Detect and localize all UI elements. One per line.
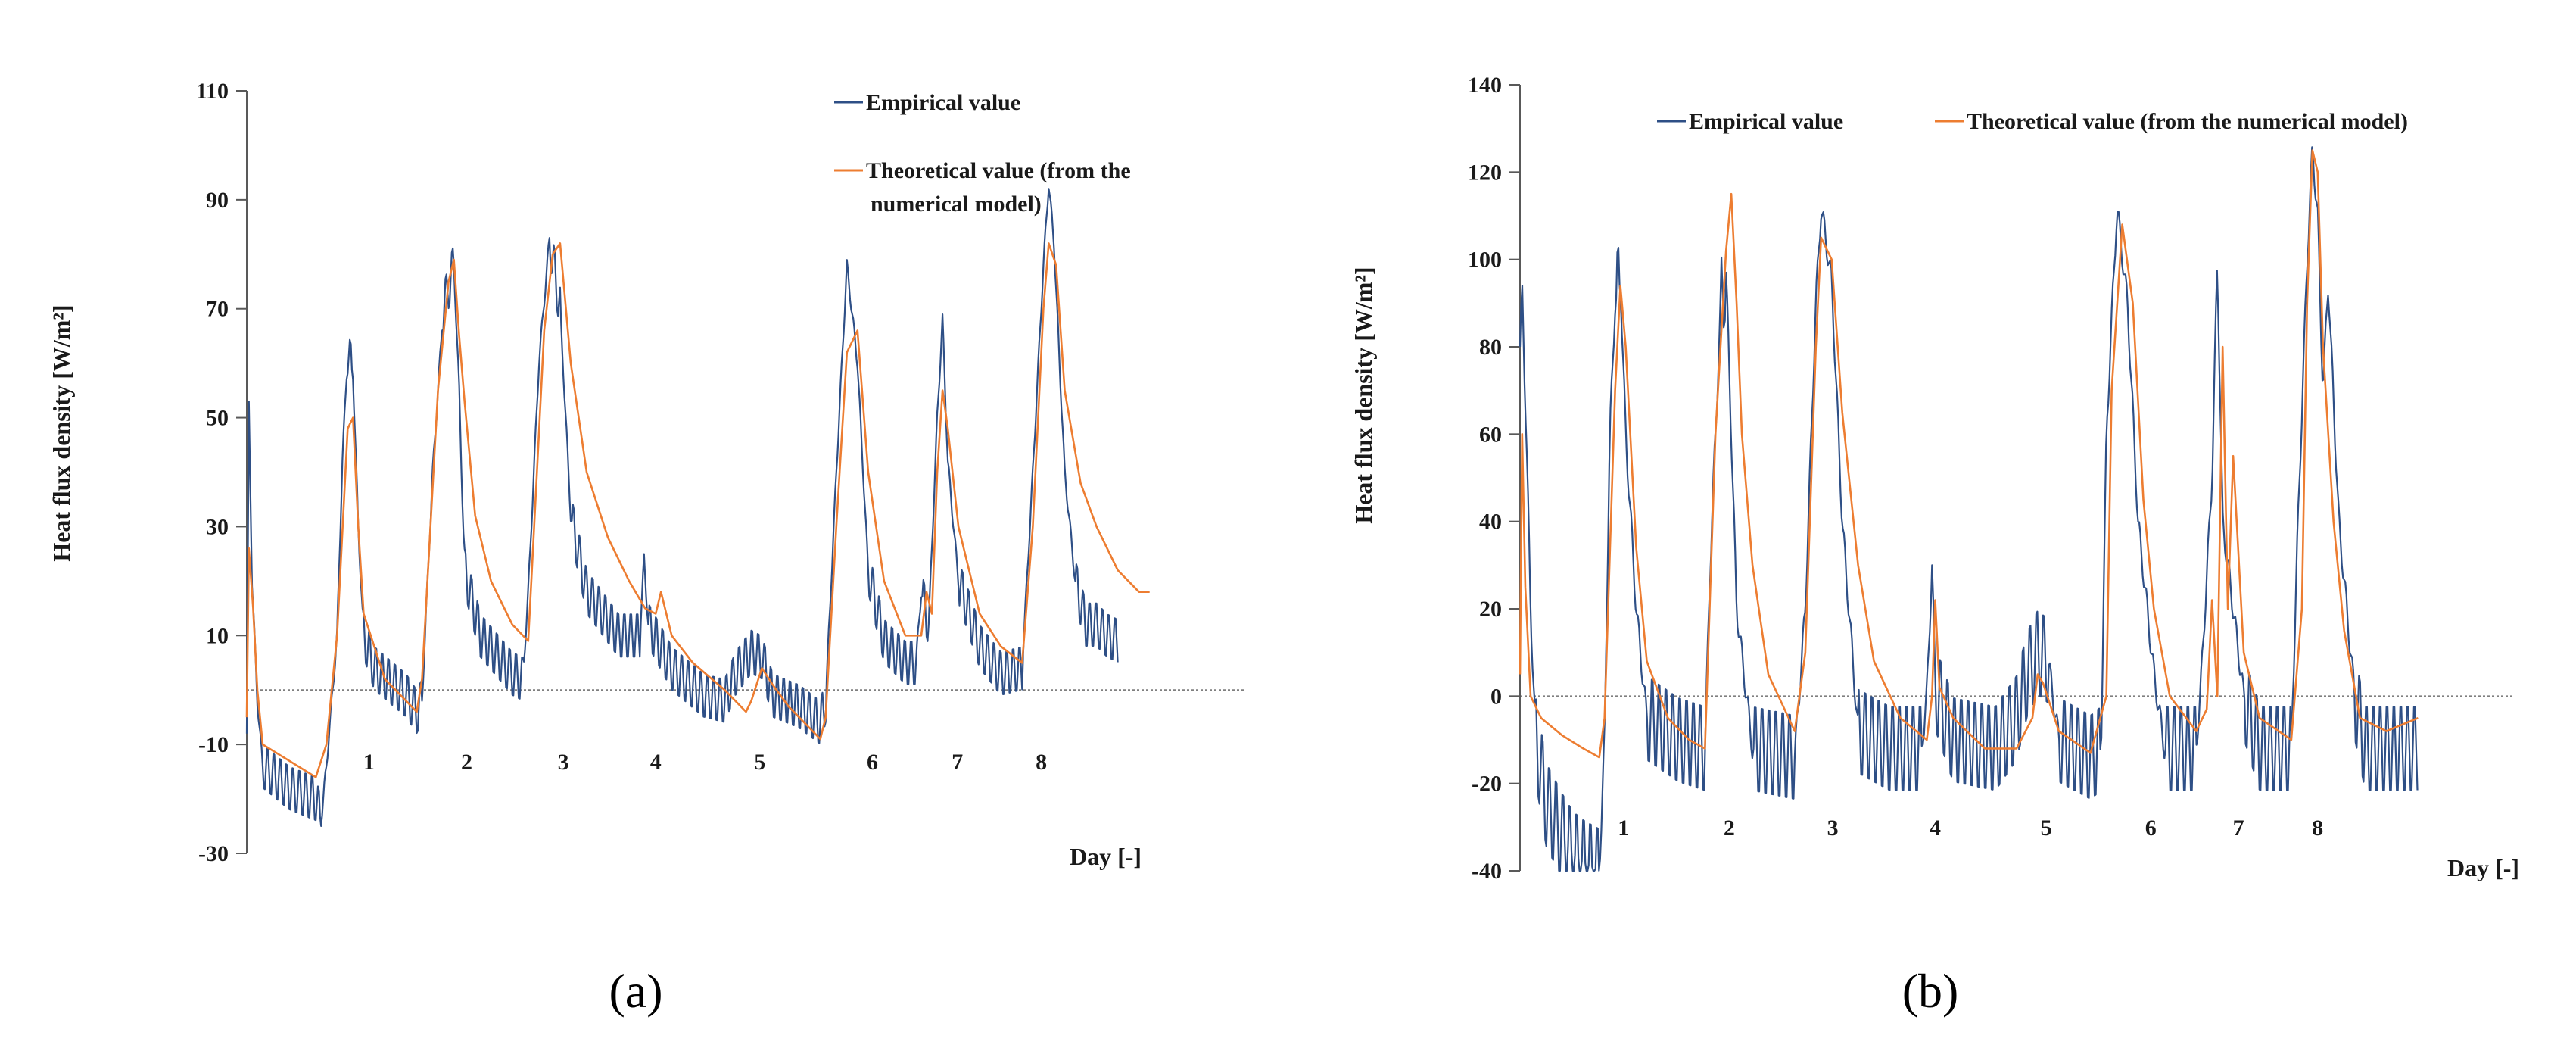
chart-a-ytick-label: -30 [198, 841, 229, 866]
chart-b-xlabel: Day [-] [2447, 854, 2519, 881]
chart-b-legend-label: Empirical value [1689, 109, 1843, 134]
chart-b-series [1519, 146, 2419, 872]
chart-b-ytick-label: 40 [1479, 510, 1502, 535]
chart-b-ytick-label: 60 [1479, 422, 1502, 447]
chart-a-ytick-label: -10 [198, 732, 229, 757]
chart-b-day-label: 4 [1930, 816, 1941, 841]
chart-b-ytick-label: 120 [1468, 160, 1502, 185]
chart-a-series [245, 188, 1150, 827]
chart-a-day-label: 3 [558, 750, 569, 775]
chart-b-day-label: 3 [1827, 816, 1839, 841]
chart-b-day-label: 5 [2041, 816, 2052, 841]
chart-b-ylabel: Heat flux density [W/m²] [1350, 267, 1377, 523]
chart-a-day-label: 2 [461, 750, 472, 775]
chart-b-yticks: 140 120 100 80 60 40 20 0 -20 -40 [1468, 73, 1520, 884]
chart-b-day-label: 8 [2312, 816, 2323, 841]
chart-a-day-label: 1 [363, 750, 375, 775]
chart-b-ytick-label: -40 [1472, 859, 1502, 884]
chart-a-ytick-label: 30 [206, 514, 229, 539]
chart-a-ytick-label: 70 [206, 297, 229, 322]
chart-a-legend-label: Theoretical value (from the [866, 158, 1131, 183]
chart-a-day-label: 6 [867, 750, 878, 775]
chart-a-legend-label: Empirical value [866, 90, 1020, 115]
chart-a-ytick-label: 110 [196, 79, 229, 104]
chart-b-ytick-label: 140 [1468, 73, 1502, 98]
chart-a: 110 90 70 50 30 10 -10 -30 1 2 3 4 5 6 7 8 Empirical v… [48, 79, 1245, 1018]
chart-b-ytick-label: 80 [1479, 335, 1502, 360]
chart-a-yticks: 110 90 70 50 30 10 -10 -30 [196, 79, 247, 866]
chart-a-day-label: 7 [952, 750, 963, 775]
chart-b: 140 120 100 80 60 40 20 0 -20 -40 1 2 3 4 5 6 7 8 Empiri… [1350, 73, 2519, 1018]
chart-b-day-label: 1 [1618, 816, 1629, 841]
chart-b-ytick-label: 0 [1490, 684, 1502, 709]
chart-a-day-label: 5 [754, 750, 765, 775]
chart-a-ytick-label: 10 [206, 623, 229, 648]
chart-a-legend-label: numerical model) [871, 192, 1042, 217]
chart-a-panel-label: (a) [609, 964, 662, 1018]
chart-a-day-label: 4 [650, 750, 662, 775]
chart-b-day-label: 6 [2145, 816, 2157, 841]
chart-b-series-empirical [1519, 146, 2419, 872]
chart-a-series-theoretical [245, 242, 1150, 778]
chart-b-day-label: 7 [2233, 816, 2244, 841]
chart-b-day-label: 2 [1724, 816, 1735, 841]
chart-a-ytick-label: 50 [206, 406, 229, 431]
chart-b-legend: Empirical value Theoretical value (from t… [1657, 109, 2408, 134]
chart-b-ytick-label: -20 [1472, 772, 1502, 797]
chart-a-xlabel: Day [-] [1070, 843, 1142, 870]
chart-b-day-labels: 1 2 3 4 5 6 7 8 [1618, 816, 2323, 841]
chart-b-ytick-label: 100 [1468, 248, 1502, 273]
chart-b-legend-label: Theoretical value (from the numerical mo… [1967, 109, 2408, 134]
chart-a-ytick-label: 90 [206, 188, 229, 213]
chart-b-ytick-label: 20 [1479, 597, 1502, 622]
chart-a-legend: Empirical value Theoretical value (from t… [834, 90, 1131, 217]
chart-a-ylabel: Heat flux density [W/m²] [48, 304, 75, 561]
chart-b-series-theoretical [1519, 149, 2419, 759]
chart-a-series-empirical [245, 188, 1119, 827]
chart-b-panel-label: (b) [1902, 964, 1959, 1018]
chart-a-day-label: 8 [1036, 750, 1047, 775]
chart-a-day-labels: 1 2 3 4 5 6 7 8 [363, 750, 1047, 775]
